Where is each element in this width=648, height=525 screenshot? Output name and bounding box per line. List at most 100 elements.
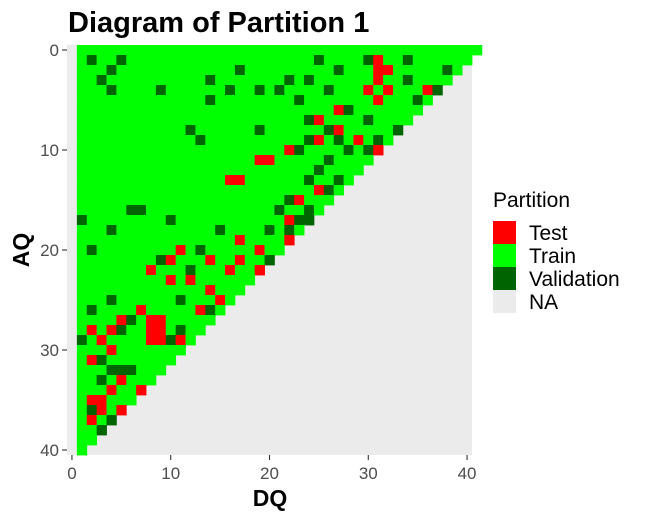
heatmap-cell-train bbox=[225, 225, 236, 236]
heatmap-cell-train bbox=[185, 285, 196, 296]
heatmap-cell-train bbox=[244, 275, 256, 286]
heatmap-cell-validation bbox=[116, 365, 127, 376]
heatmap-cell-train bbox=[146, 375, 157, 386]
heatmap-cell-train bbox=[76, 365, 88, 376]
heatmap-cell-train bbox=[422, 95, 433, 106]
heatmap-cell-train bbox=[96, 315, 107, 326]
heatmap-cell-train bbox=[274, 115, 285, 126]
heatmap-cell-test bbox=[146, 265, 157, 276]
heatmap-cell-train bbox=[185, 225, 196, 236]
heatmap-cell-train bbox=[195, 65, 206, 76]
y-tick-label: 40 bbox=[40, 441, 59, 460]
heatmap-cell-train bbox=[76, 285, 88, 296]
heatmap-cell-train bbox=[76, 295, 88, 306]
heatmap-cell-train bbox=[225, 295, 236, 306]
heatmap-cell-train bbox=[96, 415, 107, 426]
heatmap-cell-train bbox=[225, 105, 236, 116]
heatmap-cell-train bbox=[462, 45, 473, 56]
heatmap-cell-validation bbox=[106, 415, 117, 426]
y-tick-label: 0 bbox=[50, 41, 59, 60]
heatmap-cell-train bbox=[442, 75, 453, 86]
heatmap-cell-validation bbox=[76, 215, 88, 226]
heatmap-cell-train bbox=[86, 195, 98, 206]
heatmap-cell-validation bbox=[205, 305, 216, 316]
heatmap-cell-train bbox=[234, 155, 246, 166]
heatmap-cell-train bbox=[76, 195, 88, 206]
heatmap-cell-train bbox=[402, 105, 414, 116]
heatmap-cell-validation bbox=[106, 365, 117, 376]
heatmap-cell-train bbox=[185, 75, 196, 86]
heatmap-cell-train bbox=[146, 65, 157, 76]
heatmap-cell-train bbox=[106, 375, 117, 386]
heatmap-cell-train bbox=[86, 335, 98, 346]
heatmap-cell-train bbox=[116, 65, 127, 76]
heatmap-cell-train bbox=[195, 185, 206, 196]
heatmap-cell-train bbox=[116, 195, 127, 206]
heatmap-cell-train bbox=[96, 55, 107, 66]
heatmap-cell-train bbox=[76, 435, 88, 446]
heatmap-cell-train bbox=[205, 215, 216, 226]
heatmap-cell-train bbox=[106, 315, 117, 326]
heatmap-cell-train bbox=[264, 145, 275, 156]
heatmap-cell-train bbox=[264, 85, 275, 96]
heatmap-cell-train bbox=[294, 205, 305, 216]
heatmap-cell-train bbox=[116, 285, 127, 296]
heatmap-cell-train bbox=[96, 165, 107, 176]
heatmap-cell-train bbox=[86, 135, 98, 146]
heatmap-cell-train bbox=[225, 195, 236, 206]
heatmap-cell-train bbox=[86, 175, 98, 186]
heatmap-cell-train bbox=[244, 75, 256, 86]
heatmap-cell-train bbox=[234, 195, 246, 206]
heatmap-cell-train bbox=[76, 255, 88, 266]
heatmap-cell-train bbox=[244, 165, 256, 176]
heatmap-cell-train bbox=[116, 265, 127, 276]
heatmap-cell-test bbox=[254, 155, 265, 166]
heatmap-cell-train bbox=[136, 75, 147, 86]
heatmap-cell-train bbox=[392, 115, 404, 126]
heatmap-cell-train bbox=[136, 145, 147, 156]
heatmap-cell-train bbox=[175, 185, 186, 196]
heatmap-cell-validation bbox=[274, 85, 285, 96]
heatmap-cell-validation bbox=[313, 165, 325, 176]
heatmap-cell-train bbox=[234, 225, 246, 236]
heatmap-cell-train bbox=[136, 255, 147, 266]
heatmap-cell-train bbox=[86, 95, 98, 106]
heatmap-cell-test bbox=[86, 415, 98, 426]
heatmap-cell-train bbox=[205, 275, 216, 286]
heatmap-cell-validation bbox=[86, 245, 98, 256]
heatmap-cell-train bbox=[136, 105, 147, 116]
heatmap-cell-train bbox=[205, 195, 216, 206]
heatmap-cell-train bbox=[175, 205, 186, 216]
heatmap-cell-train bbox=[264, 55, 275, 66]
heatmap-cell-train bbox=[244, 235, 256, 246]
heatmap-cell-train bbox=[165, 185, 177, 196]
heatmap-cell-train bbox=[343, 125, 354, 136]
heatmap-cell-train bbox=[383, 95, 394, 106]
heatmap-cell-train bbox=[264, 205, 275, 216]
y-axis-title: AQ bbox=[8, 233, 34, 268]
heatmap-cell-train bbox=[106, 255, 117, 266]
heatmap-cell-train bbox=[452, 45, 463, 56]
heatmap-cell-validation bbox=[264, 255, 275, 266]
heatmap-cell-train bbox=[304, 165, 315, 176]
heatmap-cell-train bbox=[353, 145, 364, 156]
heatmap-cell-train bbox=[165, 55, 177, 66]
heatmap-cell-test bbox=[146, 315, 157, 326]
heatmap-cell-train bbox=[284, 105, 295, 116]
heatmap-cell-train bbox=[165, 175, 177, 186]
heatmap-cell-train bbox=[215, 55, 226, 66]
heatmap-cell-train bbox=[234, 185, 246, 196]
heatmap-cell-test bbox=[175, 245, 186, 256]
heatmap-cell-train bbox=[155, 245, 167, 256]
heatmap-cell-train bbox=[284, 135, 295, 146]
heatmap-cell-train bbox=[76, 75, 88, 86]
heatmap-cell-validation bbox=[304, 205, 315, 216]
heatmap-cell-train bbox=[205, 165, 216, 176]
heatmap-cell-train bbox=[225, 155, 236, 166]
heatmap-cell-train bbox=[126, 145, 137, 156]
heatmap-cell-train bbox=[333, 45, 344, 56]
heatmap-cell-train bbox=[244, 245, 256, 256]
heatmap-cell-train bbox=[402, 65, 414, 76]
heatmap-cell-train bbox=[185, 135, 196, 146]
heatmap-cell-train bbox=[383, 115, 394, 126]
